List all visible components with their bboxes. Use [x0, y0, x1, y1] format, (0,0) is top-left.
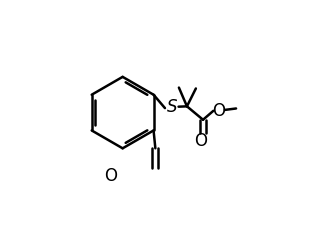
Text: S: S: [167, 98, 177, 116]
Text: O: O: [213, 101, 226, 119]
Text: O: O: [194, 132, 207, 150]
Text: O: O: [104, 166, 117, 184]
